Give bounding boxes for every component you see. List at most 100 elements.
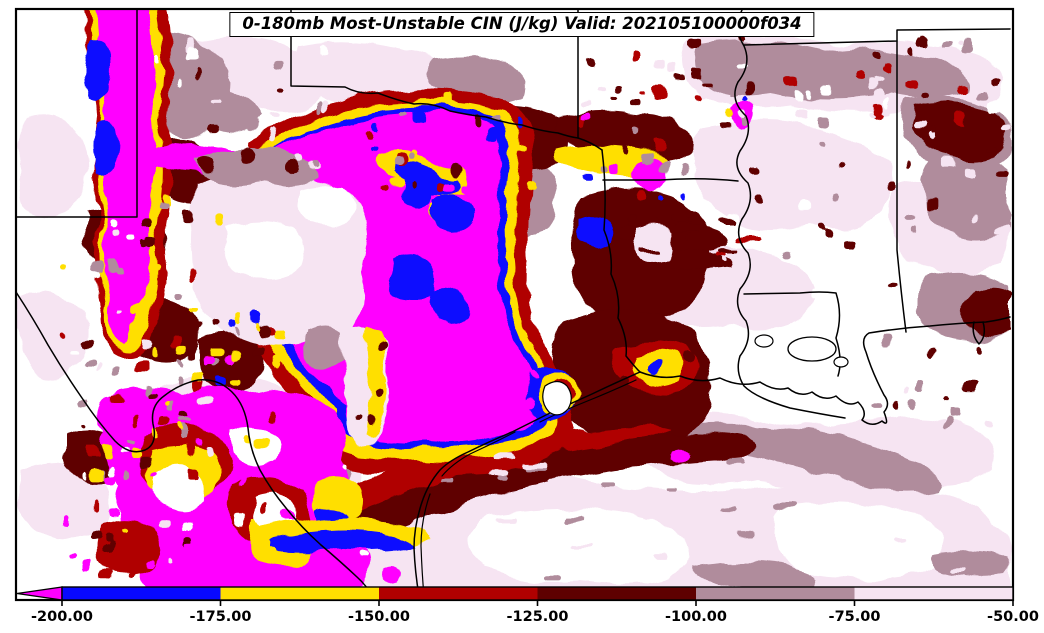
speckle [795, 110, 808, 121]
speckle [716, 279, 724, 293]
border-texas-louisiana-sabine [601, 149, 641, 373]
speckle [903, 388, 909, 397]
speckle [580, 101, 594, 108]
speckle [658, 194, 665, 201]
speckle [475, 117, 482, 129]
speckle [882, 96, 889, 107]
speckle [901, 97, 911, 110]
contour-detail-overlays [85, 38, 747, 576]
speckle [958, 112, 966, 125]
speckle [67, 551, 77, 558]
speckle [324, 44, 330, 57]
speckle [797, 198, 811, 208]
speckle [461, 184, 475, 192]
speckle [155, 53, 161, 64]
speckle [785, 250, 794, 258]
lake-maurepas [754, 334, 774, 348]
speckle [872, 103, 882, 116]
speckle [909, 190, 920, 200]
speckle [949, 568, 965, 574]
colorbar-segment-yellow [220, 587, 379, 600]
speckle [943, 40, 953, 49]
speckle [627, 220, 658, 227]
colorbar-segment-maroon [537, 587, 696, 600]
speckle [718, 575, 743, 579]
speckle [408, 151, 415, 159]
speckle [946, 409, 959, 418]
speckle [90, 468, 104, 480]
contour-shape [772, 502, 943, 579]
speckle [598, 86, 608, 92]
speckle [640, 246, 665, 251]
contour-shape [436, 181, 446, 191]
speckle [277, 88, 286, 95]
speckle [819, 142, 826, 148]
contour-speckles [62, 34, 1010, 590]
speckle [82, 472, 88, 480]
speckle [873, 49, 883, 58]
speckle [973, 210, 979, 217]
speckle [959, 41, 966, 46]
speckle [795, 89, 803, 97]
speckle [216, 373, 227, 385]
speckle [777, 110, 788, 122]
speckle [994, 227, 1008, 235]
speckle [987, 99, 1000, 113]
speckle [394, 156, 404, 165]
speckle [654, 58, 665, 70]
speckle [374, 121, 381, 133]
contour-shape [922, 154, 1008, 238]
colorbar-tick-label: -50.00 [987, 609, 1039, 625]
coastline-texas [413, 371, 641, 597]
contour-shape [741, 96, 747, 102]
speckle [586, 56, 594, 66]
speckle [493, 475, 505, 481]
speckle [524, 183, 535, 194]
speckle [177, 82, 183, 91]
speckle [897, 539, 909, 545]
speckle [666, 488, 679, 492]
speckle [379, 183, 389, 190]
speckle [910, 44, 916, 54]
speckle [180, 411, 190, 420]
speckle [257, 323, 263, 331]
speckle [755, 196, 764, 204]
state-borders [15, 9, 1011, 597]
speckle [102, 547, 112, 556]
speckle [669, 216, 688, 224]
speckle [910, 399, 916, 409]
speckle [202, 354, 215, 364]
contour-shape [683, 353, 695, 365]
speckle [871, 76, 884, 83]
speckle [497, 517, 515, 522]
speckle [922, 91, 930, 98]
speckle [112, 366, 120, 377]
title-box: 0-180mb Most-Unstable CIN (J/kg) Valid: … [229, 12, 815, 37]
speckle [178, 343, 188, 352]
speckle [253, 437, 265, 449]
speckle [94, 498, 100, 511]
speckle [84, 446, 98, 456]
speckle [653, 553, 669, 559]
contour-shape [91, 118, 117, 175]
speckle [276, 328, 287, 341]
border-tennessee [743, 28, 1011, 46]
speckle [948, 552, 973, 560]
colorbar-segment-red [379, 587, 538, 600]
speckle [982, 420, 992, 426]
speckle [259, 325, 273, 339]
contour-shape [195, 146, 318, 185]
speckle [317, 100, 323, 114]
colorbar: -200.00 -175.00 -150.00 -125.00 -100.00 -75.0… [16, 586, 1039, 625]
speckle [521, 463, 549, 469]
speckle [193, 438, 201, 446]
contour-shape [373, 386, 383, 396]
speckle [643, 88, 650, 93]
colorbar-segment-palepink [854, 587, 1013, 600]
contour-shape [727, 110, 735, 118]
contour-shape [224, 222, 305, 281]
speckle [608, 164, 619, 178]
speckle [176, 289, 185, 298]
speckle [176, 374, 182, 384]
speckle [884, 334, 894, 346]
